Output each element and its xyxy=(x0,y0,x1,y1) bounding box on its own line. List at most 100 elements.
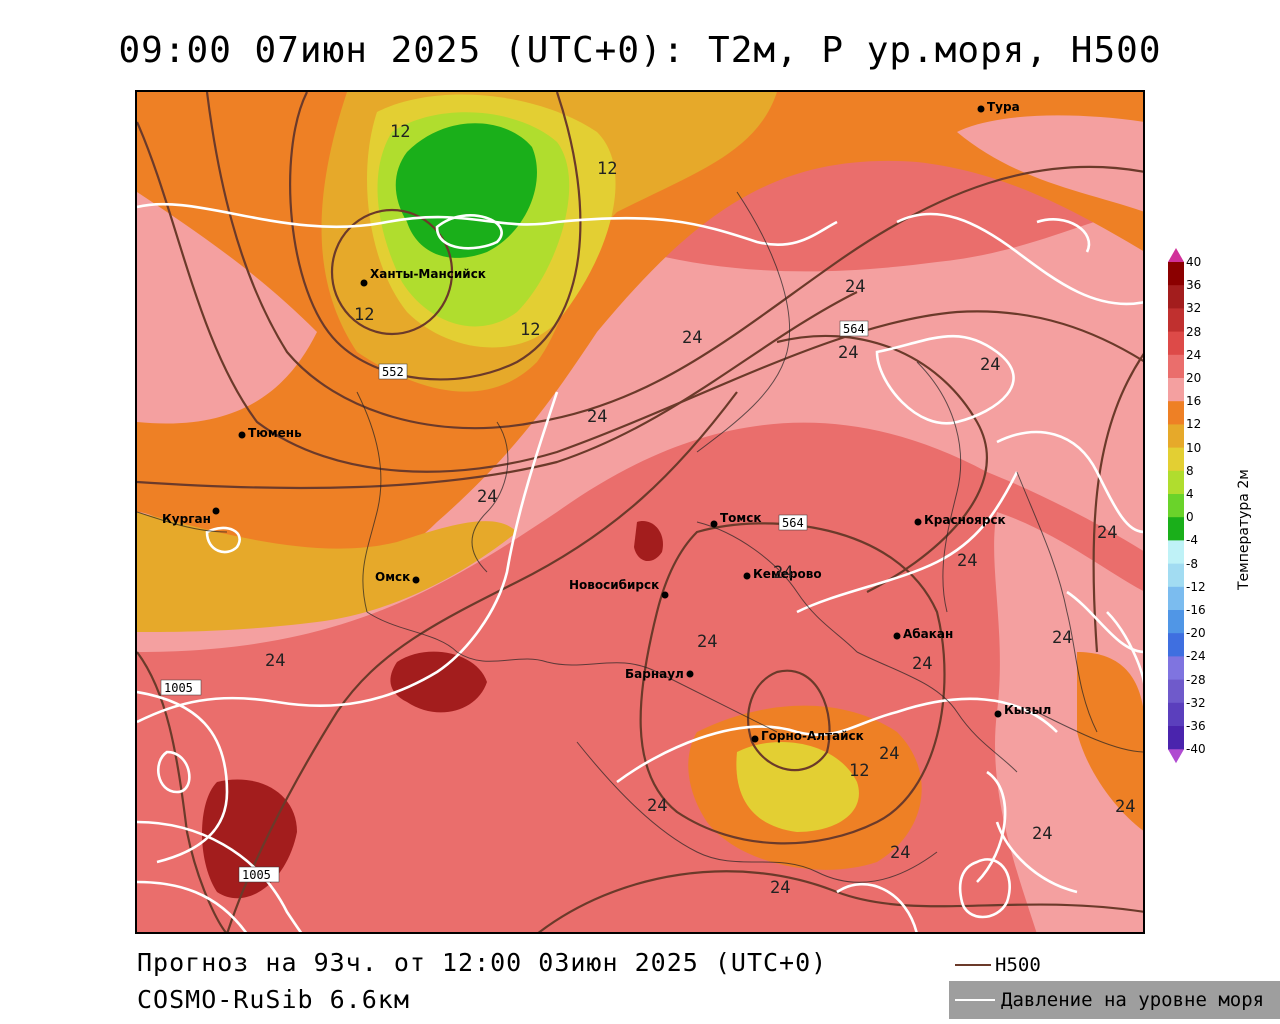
slp-labels: 1005 1005 xyxy=(160,679,280,883)
city-label-tura: Тура xyxy=(987,100,1020,114)
city-label-krasnoyarsk: Красноярск xyxy=(924,513,1006,527)
temp-label: 24 xyxy=(890,843,910,863)
colorbar-tick-label: -12 xyxy=(1186,579,1206,594)
slp-contour xyxy=(1066,590,1143,654)
h500-contour xyxy=(226,391,738,932)
colorbar-tick-label: 40 xyxy=(1186,255,1202,269)
colorbar-swatch xyxy=(1168,656,1184,681)
slp-contour xyxy=(137,391,559,724)
colorbar-tick-label: 36 xyxy=(1186,278,1202,293)
temp-label: 24 xyxy=(1097,523,1117,543)
slp-contour xyxy=(1036,218,1091,253)
slp-label: 1005 xyxy=(242,868,271,882)
city-markers: Тура Ханты-Мансийск Тюмень Курган Омск Т… xyxy=(162,100,1051,743)
temp-label: 24 xyxy=(1052,628,1072,648)
slp-contour xyxy=(836,882,918,932)
city-dot-gorno-altaysk xyxy=(751,735,759,743)
colorbar-tick-label: 32 xyxy=(1186,301,1202,316)
colorbar-tick-label: 4 xyxy=(1186,487,1194,501)
temp-label: 12 xyxy=(354,305,374,325)
colorbar-swatch xyxy=(1168,517,1184,541)
legend-slp-label: Давление на уровне моря xyxy=(1001,989,1265,1011)
h500-label: 552 xyxy=(382,365,404,379)
model-info: COSMO-RuSib 6.6км xyxy=(137,985,410,1014)
colorbar-tick-label: 20 xyxy=(1186,371,1202,385)
slp-contour-loop xyxy=(958,858,1011,919)
city-label-gorno-altaysk: Горно-Алтайск xyxy=(761,729,864,743)
h500-contour xyxy=(776,334,989,593)
temp-label: 24 xyxy=(1032,824,1052,844)
slp-contour xyxy=(976,770,1007,883)
slp-label: 1005 xyxy=(164,681,193,695)
colorbar-title: Температура 2м xyxy=(1236,469,1252,590)
hot-patch-1 xyxy=(390,651,487,713)
map-title: 09:00 07июн 2025 (UTC+0): T2м, P ур.моря… xyxy=(118,30,1162,71)
temp-label: 24 xyxy=(265,651,285,671)
colorbar-title-box: Температура 2м xyxy=(1236,420,1256,620)
temp-label: 24 xyxy=(912,654,932,674)
temp-label: 24 xyxy=(647,796,667,816)
slp-contour xyxy=(137,820,303,932)
slp-contour-loop xyxy=(435,214,503,250)
colorbar-tick-label: 16 xyxy=(1186,394,1202,409)
colorbar-swatch xyxy=(1168,633,1184,657)
slp-contour xyxy=(796,471,1019,614)
slp-contour xyxy=(896,212,1143,306)
temp-label: 24 xyxy=(879,744,899,764)
colorbar-tick-label: -4 xyxy=(1186,533,1198,548)
temp-label: 12 xyxy=(520,320,540,340)
city-dot-tomsk xyxy=(710,520,718,528)
forecast-info: Прогноз на 93ч. от 12:00 03июн 2025 (UTC… xyxy=(137,948,828,977)
temp-label: 24 xyxy=(980,355,1000,375)
hot-patch-3 xyxy=(634,521,663,562)
colorbar-tick-label: -8 xyxy=(1186,556,1198,571)
forecast-map: Тура Ханты-Мансийск Тюмень Курган Омск Т… xyxy=(135,90,1145,934)
colorbar-swatch xyxy=(1168,540,1184,565)
legend-slp: Давление на уровне моря xyxy=(949,981,1280,1019)
city-label-barnaul: Барнаул xyxy=(625,667,684,681)
temp-label: 24 xyxy=(682,328,702,348)
colorbar-swatch xyxy=(1168,285,1184,309)
border xyxy=(656,671,778,733)
city-label-novosibirsk: Новосибирск xyxy=(569,578,659,592)
temperature-field-east xyxy=(994,512,1143,932)
border xyxy=(696,191,790,453)
colorbar-top-arrow xyxy=(1168,248,1184,262)
slp-contour xyxy=(137,880,248,932)
temp-label: 24 xyxy=(477,487,497,507)
h500-contour xyxy=(537,870,1143,932)
h500-contour-loop xyxy=(639,522,946,845)
city-dot-omsk xyxy=(412,576,420,584)
colorbar-swatch xyxy=(1168,378,1184,402)
colorbar-tick-label: 12 xyxy=(1186,417,1202,432)
h500-line-swatch xyxy=(955,964,991,966)
city-dot-novosibirsk xyxy=(661,591,669,599)
h500-label: 564 xyxy=(782,516,804,530)
border xyxy=(696,521,858,653)
slp-contour xyxy=(137,202,838,247)
border xyxy=(137,511,228,533)
temp-label: 12 xyxy=(390,122,410,142)
colorbar-swatch xyxy=(1168,262,1184,286)
city-dot-tura xyxy=(977,105,985,113)
city-label-abakan: Абакан xyxy=(903,627,953,641)
temperature-field-altai-core xyxy=(736,742,859,832)
border xyxy=(1016,471,1098,733)
colorbar-tick-label: -16 xyxy=(1186,603,1206,617)
temp-label: 24 xyxy=(770,878,790,898)
city-dot-khanty-mansiysk xyxy=(360,279,368,287)
city-dot-kyzyl xyxy=(994,710,1002,718)
colorbar-swatch xyxy=(1168,331,1184,356)
colorbar-tick-label: 24 xyxy=(1186,347,1202,362)
colorbar-tick-label: -24 xyxy=(1186,649,1206,664)
city-label-kurgan: Курган xyxy=(162,512,211,526)
temp-label: 24 xyxy=(957,551,977,571)
city-label-kyzyl: Кызыл xyxy=(1004,703,1051,717)
border xyxy=(356,391,382,613)
temp-label: 24 xyxy=(697,632,717,652)
colorbar-swatch xyxy=(1168,401,1184,425)
colorbar-tick-label: 10 xyxy=(1186,440,1202,455)
temperature-labels: 12 12 12 12 12 24 24 24 24 24 24 24 24 2… xyxy=(265,122,1135,898)
h500-contour xyxy=(137,121,1143,473)
colorbar-swatch xyxy=(1168,424,1184,449)
